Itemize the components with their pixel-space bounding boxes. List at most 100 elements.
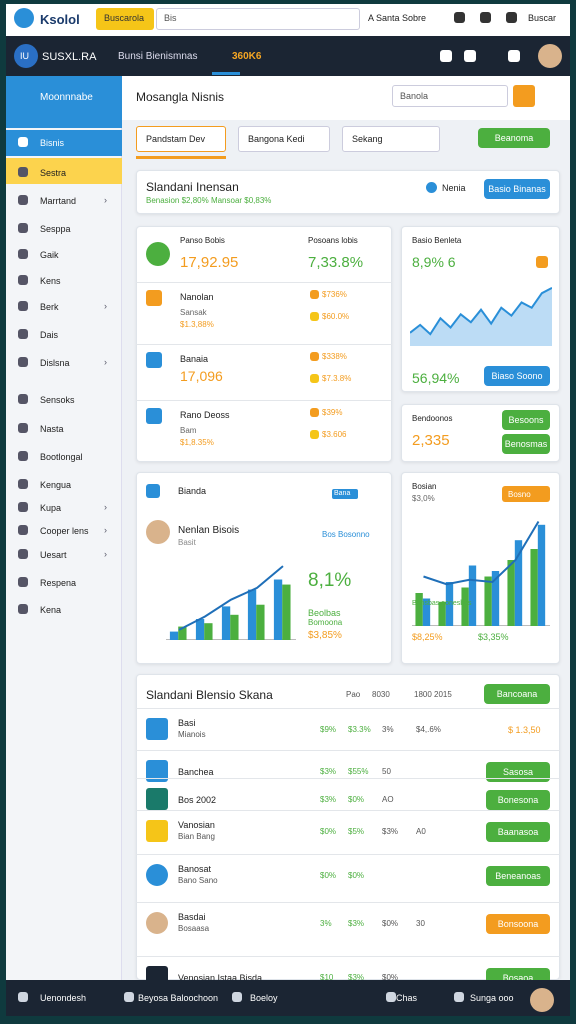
row-value: $736% — [322, 290, 347, 299]
sidebar-item[interactable]: Kengua — [40, 480, 72, 490]
row-value: $3.606 — [322, 430, 347, 439]
row-icon — [146, 788, 168, 810]
growth-title: Bianda — [178, 486, 207, 496]
row-name: Basi — [178, 718, 196, 728]
bar — [484, 576, 492, 626]
row-action[interactable]: Sasosa — [486, 762, 550, 782]
cell: A0 — [416, 827, 426, 836]
sidebar-icon — [18, 137, 28, 147]
row-sub: Bano Sano — [178, 876, 218, 885]
sidebar-item[interactable]: Bootlongal — [40, 452, 83, 462]
row-sub: Sansak — [180, 308, 207, 317]
mini-title: Bendoonos — [412, 414, 453, 423]
tab-button[interactable]: Beanoma — [478, 128, 550, 148]
sidebar-item[interactable]: Sesppa — [40, 224, 71, 234]
forecast-sub: $3,0% — [412, 494, 435, 503]
row-action[interactable]: Bonsoona — [486, 914, 550, 934]
bottom-link[interactable]: Chas — [396, 993, 418, 1003]
forecast-right: $3,35% — [478, 632, 509, 642]
sidebar-item[interactable]: Kena — [40, 605, 62, 615]
bottom-link[interactable]: Uenondesh — [40, 993, 87, 1003]
top-icon — [480, 12, 491, 23]
sidebar-item[interactable]: Kens — [40, 276, 61, 286]
brand: SUSXL.RA — [42, 51, 97, 63]
bar — [178, 626, 187, 640]
top-link[interactable]: A Santa Sobre — [368, 13, 427, 23]
sidebar-icon — [18, 479, 28, 489]
row-icon — [146, 408, 162, 424]
chevron: › — [104, 549, 107, 559]
sidebar-item[interactable]: Dislsna — [40, 358, 70, 368]
row-action[interactable]: Beneanoas — [486, 866, 550, 886]
top-icon — [454, 12, 465, 23]
cell: $0% — [320, 871, 337, 880]
row-name: Banosat — [178, 864, 212, 874]
sidebar-item[interactable]: Dais — [40, 330, 59, 340]
growth-sub: Bomoona — [308, 618, 343, 627]
sidebar-icon — [18, 423, 28, 433]
row-icon — [146, 912, 168, 934]
row-name: Vanosian — [178, 820, 215, 830]
table-button[interactable]: Bancoana — [484, 684, 550, 704]
tab[interactable] — [136, 126, 226, 152]
header-button[interactable] — [513, 85, 535, 107]
nav-underline — [212, 72, 240, 75]
row-value: $338% — [322, 352, 347, 361]
sidebar-item[interactable]: Sensoks — [40, 395, 75, 405]
divider — [136, 344, 392, 345]
search-box[interactable] — [156, 8, 360, 30]
bar — [273, 579, 283, 640]
row-value: $7.3.8% — [322, 374, 352, 383]
growth-link[interactable]: Bos Bosonno — [322, 530, 370, 539]
row-badge — [310, 290, 319, 299]
table-title: Slandani Blensio Skana — [146, 688, 273, 702]
row-value: $39% — [322, 408, 343, 417]
bottom-link[interactable]: Beyosa Baloochoon — [138, 993, 219, 1003]
cell: $10 — [320, 973, 334, 982]
trend-badge — [536, 256, 548, 268]
row-action[interactable]: Baanasoa — [486, 822, 550, 842]
sidebar-item[interactable]: Berk — [40, 302, 59, 312]
mini-button[interactable]: Besoons — [502, 410, 550, 430]
header-search[interactable] — [392, 85, 508, 107]
row-icon — [146, 718, 168, 740]
bar — [415, 593, 423, 626]
cell: 3% — [382, 725, 394, 734]
sidebar-item[interactable]: Sestra — [40, 168, 67, 178]
row-icon — [146, 352, 162, 368]
bar — [445, 582, 454, 626]
bar — [507, 560, 515, 626]
nav-icon — [440, 50, 452, 62]
row-action[interactable]: Bonesona — [486, 790, 550, 810]
bottom-link[interactable]: Sunga ooo — [470, 993, 514, 1003]
badge-text: IU — [20, 51, 29, 61]
divider — [136, 778, 560, 779]
tab[interactable] — [238, 126, 330, 152]
sidebar-item[interactable]: Nasta — [40, 424, 64, 434]
sidebar-item[interactable]: Uesart — [40, 550, 67, 560]
metric-label: Panso Bobis — [180, 236, 225, 245]
bottom-link[interactable]: Boeloy — [250, 993, 278, 1003]
bar — [530, 549, 538, 626]
row-name: Venosian Istaa Bisda — [178, 973, 263, 983]
column-header: 1800 2015 — [414, 690, 452, 699]
user-link[interactable]: Buscar — [528, 13, 557, 23]
sidebar-item[interactable]: Marrtand — [40, 196, 77, 206]
sidebar-item[interactable]: Kupa — [40, 503, 62, 513]
summary-button[interactable]: Basio Binanas — [484, 179, 550, 199]
sidebar-item[interactable]: Respena — [40, 578, 77, 588]
nav-menu[interactable]: Bunsi Bienismnas — [118, 51, 198, 62]
mini-button[interactable]: Benosmas — [502, 434, 550, 454]
forecast-title: Bosian — [412, 482, 437, 491]
nav-score: 360K6 — [232, 51, 262, 62]
top-icon — [506, 12, 517, 23]
chip[interactable] — [96, 8, 154, 30]
sidebar-item[interactable]: Bisnis — [40, 138, 65, 148]
trend-line — [178, 565, 284, 631]
sidebar-item[interactable]: Gaik — [40, 250, 59, 260]
trend-button[interactable]: Biaso Soono — [484, 366, 550, 386]
sidebar-item[interactable]: Cooper lens — [40, 526, 89, 536]
growth-label: Beolbas — [308, 608, 341, 618]
divider — [136, 956, 560, 957]
tab[interactable] — [342, 126, 440, 152]
